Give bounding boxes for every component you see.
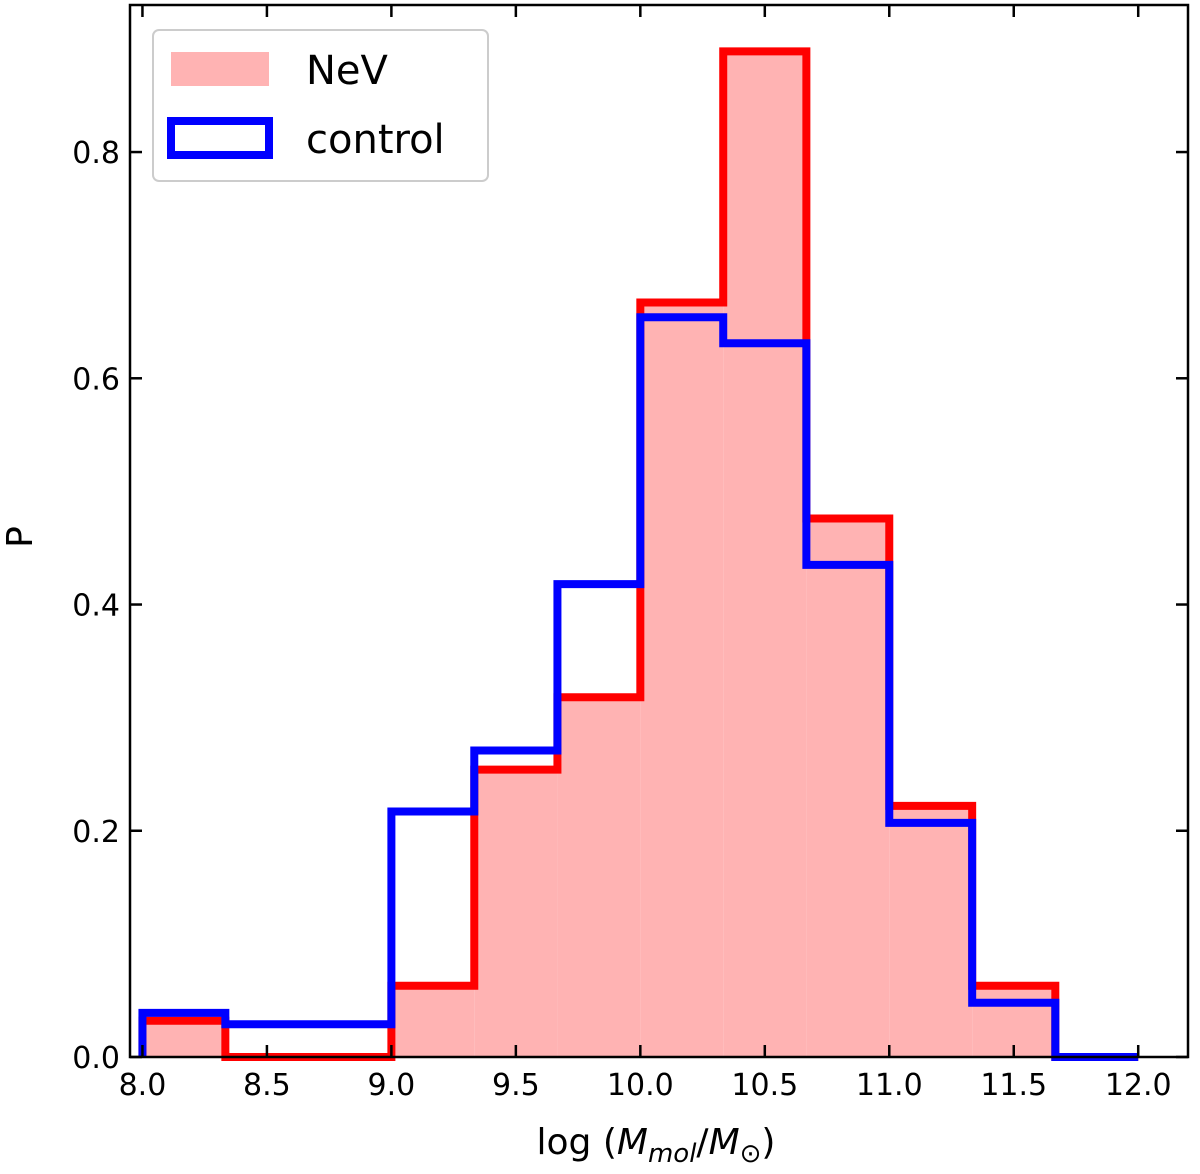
bar-nev-9: [889, 805, 973, 1057]
x-axis-label-prefix: log (: [537, 1122, 617, 1163]
x-tick-label: 11.5: [980, 1068, 1047, 1103]
x-tick-label: 10.5: [731, 1068, 798, 1103]
bar-nev-7: [723, 51, 807, 1058]
legend-label-control: control: [306, 117, 445, 163]
y-tick-label: 0.2: [72, 815, 120, 850]
y-tick-label: 0.4: [72, 589, 120, 624]
ticks-layer: 8.0 8.5 9.0 9.5 10.0 10.5 11.0 11.5 12.0 0.0 0.2 0.…: [72, 5, 1188, 1103]
y-tick-label: 0.6: [72, 362, 120, 397]
legend-swatch-control: [167, 117, 273, 159]
x-axis-label-denominator-sub: ⊙: [740, 1139, 762, 1169]
x-tick-label: 10.0: [607, 1068, 674, 1103]
bar-nev-8: [806, 518, 890, 1057]
x-axis-label-suffix: ): [761, 1122, 775, 1163]
x-tick-label: 8.0: [119, 1068, 167, 1103]
bar-nev-3: [391, 985, 475, 1057]
x-axis-label-separator: /: [696, 1122, 709, 1163]
bar-nev-4: [474, 769, 558, 1057]
x-tick-label: 12.0: [1105, 1068, 1172, 1103]
bar-nev-5: [557, 697, 641, 1057]
x-tick-label: 8.5: [243, 1068, 291, 1103]
x-tick-label: 9.5: [492, 1068, 540, 1103]
series-layer: [138, 47, 1139, 1061]
x-axis-label-numerator-sub: mol: [648, 1139, 697, 1169]
legend: NeV control: [152, 29, 489, 182]
bar-nev-6: [640, 302, 724, 1057]
legend-swatch-nev: [171, 52, 269, 86]
x-axis-label-numerator: M: [617, 1122, 648, 1163]
series-line-control: [138, 313, 1139, 1061]
y-axis-label: P: [0, 526, 41, 548]
bar-nev-0: [142, 1020, 226, 1057]
x-tick-label: 11.0: [856, 1068, 923, 1103]
y-tick-label: 0.8: [72, 136, 120, 171]
legend-label-nev: NeV: [306, 48, 389, 94]
y-tick-label: 0.0: [72, 1041, 120, 1076]
plot-frame: [128, 3, 1190, 1059]
x-axis-label: log (Mmol/M⊙): [537, 1122, 776, 1169]
x-axis-label-denominator: M: [709, 1122, 740, 1163]
x-tick-label: 9.0: [368, 1068, 416, 1103]
